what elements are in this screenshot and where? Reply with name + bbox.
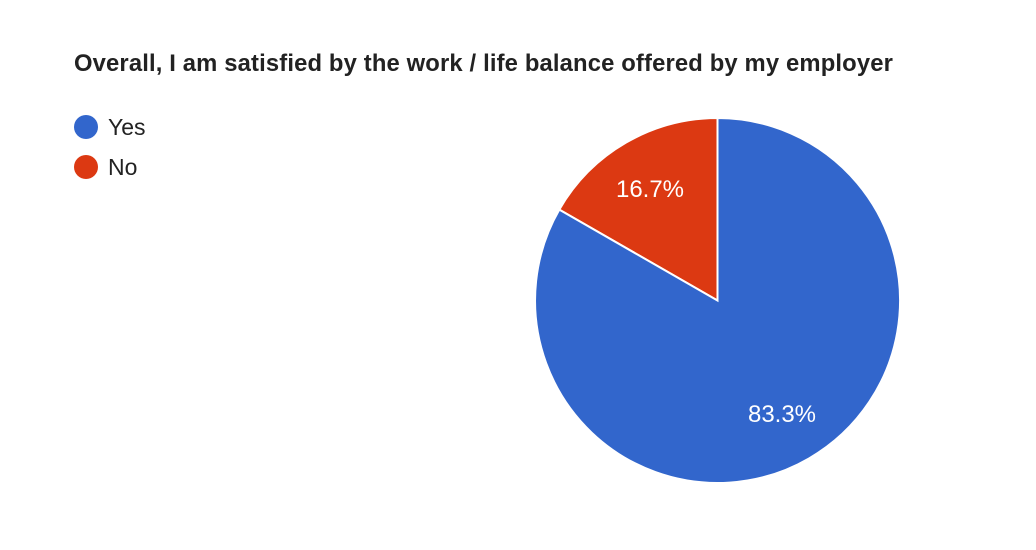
svg-text:83.3%: 83.3% xyxy=(748,401,816,428)
svg-text:16.7%: 16.7% xyxy=(616,176,684,203)
